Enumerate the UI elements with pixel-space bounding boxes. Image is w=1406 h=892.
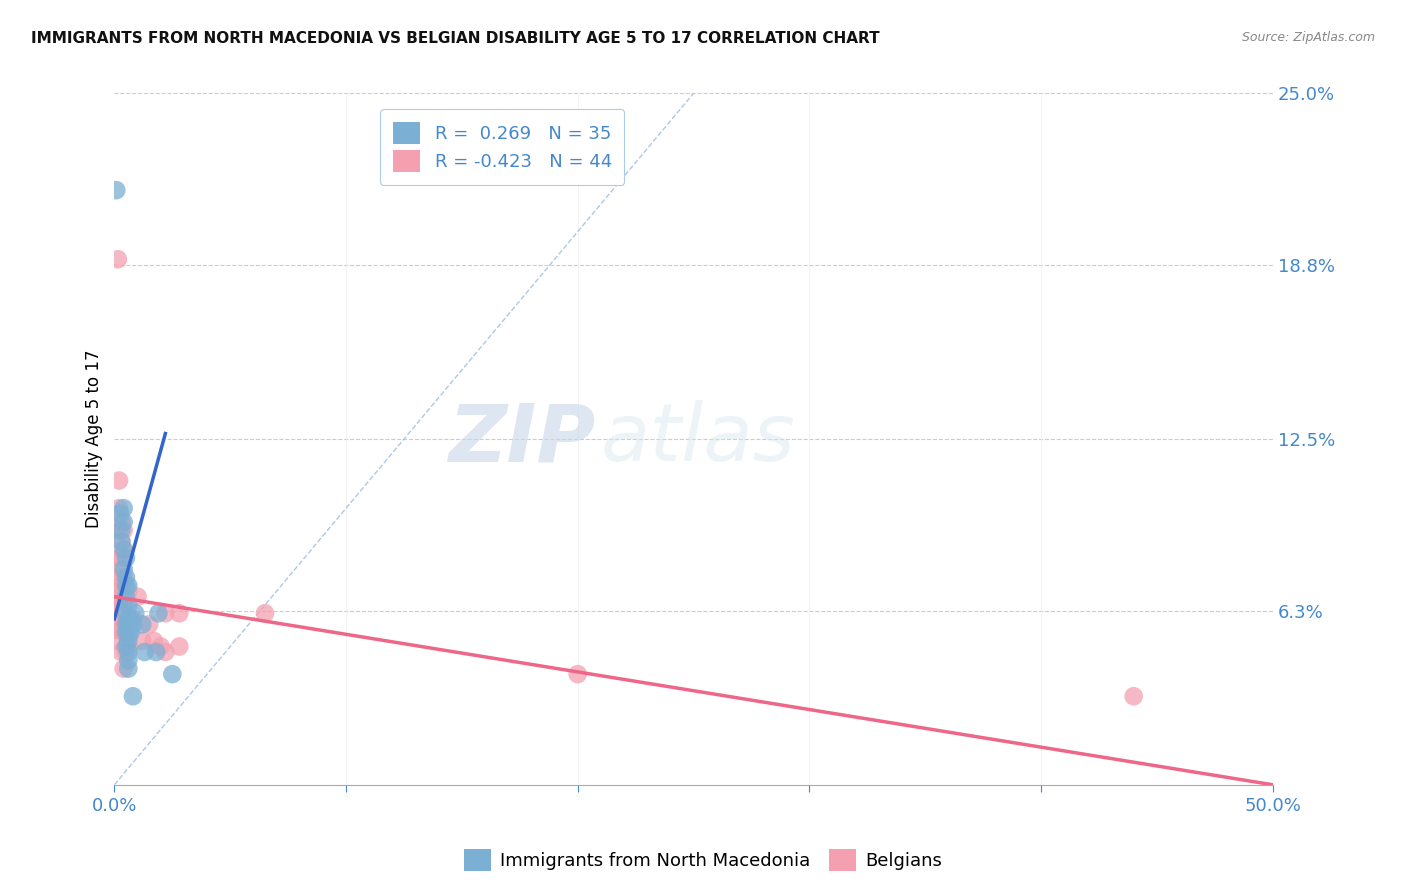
Point [108,570,131,584]
Point [155,607,177,621]
Point [145,645,167,659]
Point [112,524,135,538]
Point [253,607,276,621]
Point [115,640,138,654]
Point [117,653,139,667]
Legend: Immigrants from North Macedonia, Belgians: Immigrants from North Macedonia, Belgian… [457,842,949,879]
Point [112,570,135,584]
Point [115,625,138,640]
Point [108,474,131,488]
Point [112,501,135,516]
Point [108,524,131,538]
Point [110,534,132,549]
Point [112,542,135,557]
Point [105,598,128,612]
Point [115,579,138,593]
Point [107,252,129,267]
Point [110,562,132,576]
Point [110,607,132,621]
Text: ZIP: ZIP [447,400,595,478]
Point [108,617,131,632]
Point [110,524,132,538]
Point [108,551,131,566]
Point [127,590,149,604]
Point [122,617,145,632]
Point [115,617,138,632]
Point [110,645,132,659]
Point [115,570,138,584]
Point [162,667,184,681]
Legend: R =  0.269   N = 35, R = -0.423   N = 44: R = 0.269 N = 35, R = -0.423 N = 44 [381,110,624,185]
Point [110,551,132,566]
Point [169,607,191,621]
Point [131,617,153,632]
Point [110,590,132,604]
Point [115,590,138,604]
Point [567,667,589,681]
Point [105,612,128,626]
Point [122,612,145,626]
Point [138,617,160,632]
Point [1122,690,1144,704]
Point [115,551,138,566]
Text: atlas: atlas [600,400,796,478]
Point [117,598,139,612]
Point [117,584,139,599]
Point [120,612,142,626]
Point [117,634,139,648]
Point [117,645,139,659]
Point [112,662,135,676]
Point [112,598,135,612]
Point [105,634,128,648]
Point [149,640,172,654]
Text: Source: ZipAtlas.com: Source: ZipAtlas.com [1241,31,1375,45]
Point [112,542,135,557]
Point [110,515,132,529]
Point [108,598,131,612]
Point [117,612,139,626]
Point [120,625,142,640]
Point [108,584,131,599]
Y-axis label: Disability Age 5 to 17: Disability Age 5 to 17 [86,350,103,528]
Point [117,640,139,654]
Point [155,645,177,659]
Point [124,607,146,621]
Point [117,662,139,676]
Point [110,534,132,549]
Point [112,625,135,640]
Point [115,607,138,621]
Point [115,625,138,640]
Point [117,617,139,632]
Point [148,607,170,621]
Point [105,183,128,197]
Point [142,634,165,648]
Point [134,645,156,659]
Point [117,579,139,593]
Point [122,690,145,704]
Point [108,507,131,521]
Point [117,625,139,640]
Text: IMMIGRANTS FROM NORTH MACEDONIA VS BELGIAN DISABILITY AGE 5 TO 17 CORRELATION CH: IMMIGRANTS FROM NORTH MACEDONIA VS BELGI… [31,31,880,46]
Point [115,645,138,659]
Point [110,579,132,593]
Point [131,634,153,648]
Point [105,623,128,637]
Point [112,515,135,529]
Point [112,562,135,576]
Point [169,640,191,654]
Point [108,501,131,516]
